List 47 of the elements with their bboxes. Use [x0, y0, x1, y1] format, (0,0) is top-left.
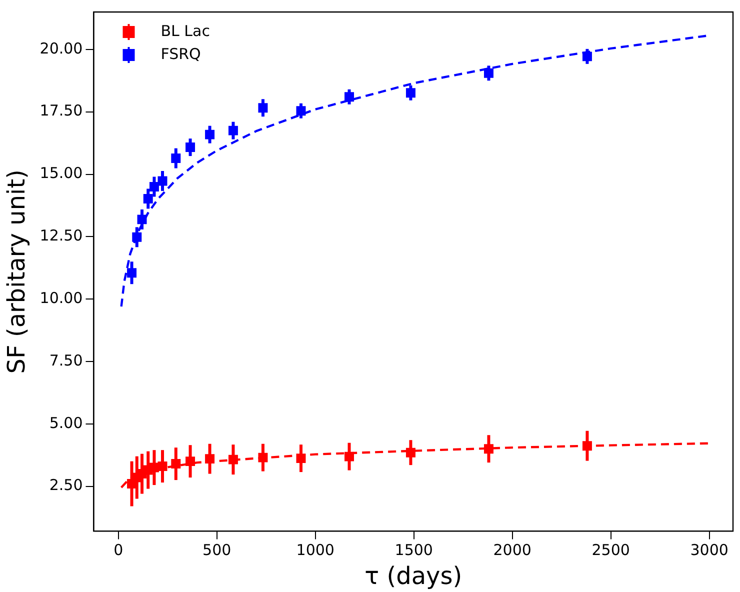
point	[171, 459, 181, 469]
point	[258, 103, 268, 113]
point	[228, 126, 238, 136]
point	[296, 454, 306, 464]
point	[406, 88, 416, 98]
point	[484, 68, 494, 78]
point	[228, 454, 238, 464]
x-tick-label: 2000	[493, 541, 532, 560]
point	[149, 182, 159, 192]
point	[158, 462, 168, 472]
point	[158, 176, 168, 186]
x-tick-label: 0	[114, 541, 124, 560]
point	[484, 444, 494, 454]
point	[205, 130, 215, 140]
y-tick-label: 20.00	[40, 39, 83, 58]
point	[132, 232, 142, 242]
point	[186, 456, 196, 466]
y-tick-label: 2.50	[49, 476, 83, 494]
x-tick-label: 2500	[592, 541, 630, 560]
point	[137, 214, 147, 224]
y-tick-label: 17.50	[40, 102, 83, 120]
y-tick-label: 7.50	[49, 351, 83, 370]
y-tick-label: 12.50	[40, 226, 83, 245]
x-tick-label: 1000	[296, 541, 334, 560]
x-tick-label: 500	[202, 541, 232, 560]
y-tick-label: 10.00	[40, 288, 83, 307]
x-axis-title: τ (days)	[364, 562, 462, 590]
point	[205, 454, 215, 464]
point	[149, 462, 159, 472]
point	[171, 154, 181, 164]
point	[186, 142, 196, 152]
y-tick-label: 5.00	[49, 414, 83, 432]
point	[258, 452, 268, 462]
point	[344, 452, 354, 462]
point	[296, 106, 306, 116]
point	[582, 52, 592, 62]
legend-label: FSRQ	[160, 44, 201, 63]
point	[127, 268, 137, 278]
point	[344, 92, 354, 102]
point	[406, 448, 416, 458]
y-axis-title: SF (arbitary unit)	[2, 170, 31, 374]
point	[143, 194, 153, 204]
x-tick-label: 1500	[394, 541, 433, 560]
point	[582, 441, 592, 451]
legend-label: BL Lac	[160, 22, 210, 40]
x-tick-label: 3000	[690, 541, 728, 560]
y-tick-label: 15.00	[40, 164, 83, 182]
